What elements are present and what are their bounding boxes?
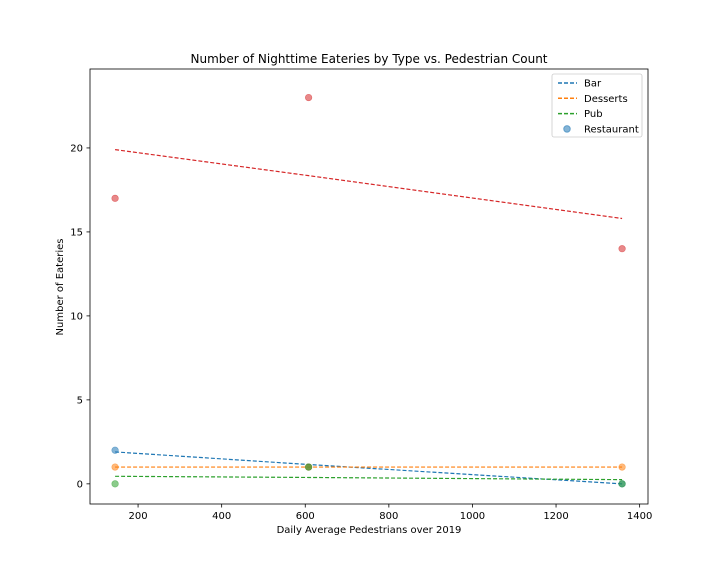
data-point-bar bbox=[111, 446, 119, 454]
legend-marker-restaurant bbox=[563, 125, 571, 133]
x-tick-label: 1400 bbox=[627, 511, 652, 522]
data-point-pub bbox=[618, 480, 626, 488]
legend-label-desserts: Desserts bbox=[584, 94, 628, 105]
trend-line-restaurant bbox=[114, 149, 623, 220]
legend-label-restaurant: Restaurant bbox=[584, 124, 639, 135]
data-point-restaurant bbox=[305, 93, 313, 102]
y-tick-label: 5 bbox=[77, 395, 83, 406]
legend-box bbox=[551, 73, 643, 138]
x-tick-label: 1200 bbox=[543, 511, 568, 522]
y-tick-label: 10 bbox=[70, 311, 83, 322]
data-point-restaurant bbox=[111, 194, 119, 202]
x-tick-label: 600 bbox=[296, 511, 315, 522]
data-point-desserts bbox=[618, 463, 626, 471]
data-point-restaurant bbox=[618, 245, 626, 253]
data-point-pub bbox=[305, 463, 313, 471]
legend-label-pub: Pub bbox=[584, 109, 603, 120]
plot-area: 200 400 600 800 1000 1200 1400 0 5 10 15 20 bbox=[70, 68, 652, 522]
x-tick-label: 400 bbox=[212, 511, 231, 522]
y-tick-label: 15 bbox=[70, 227, 83, 238]
x-axis-title: Daily Average Pedestrians over 2019 bbox=[277, 525, 462, 536]
x-tick-label: 800 bbox=[379, 511, 398, 522]
data-point-desserts bbox=[111, 463, 119, 471]
data-point-pub bbox=[111, 480, 119, 488]
y-tick-label: 0 bbox=[77, 479, 83, 490]
chart-title: Number of Nighttime Eateries by Type vs.… bbox=[190, 52, 547, 66]
x-tick-label: 200 bbox=[129, 511, 148, 522]
legend: Bar Desserts Pub Restaurant bbox=[551, 73, 643, 138]
x-tick-label: 1000 bbox=[460, 511, 485, 522]
legend-label-bar: Bar bbox=[584, 79, 602, 90]
y-axis-title: Number of Eateries bbox=[55, 239, 66, 336]
trend-line-bar bbox=[115, 451, 623, 485]
plot-frame bbox=[89, 68, 649, 505]
y-tick-label: 20 bbox=[70, 143, 83, 154]
trend-line-pub bbox=[115, 475, 623, 481]
